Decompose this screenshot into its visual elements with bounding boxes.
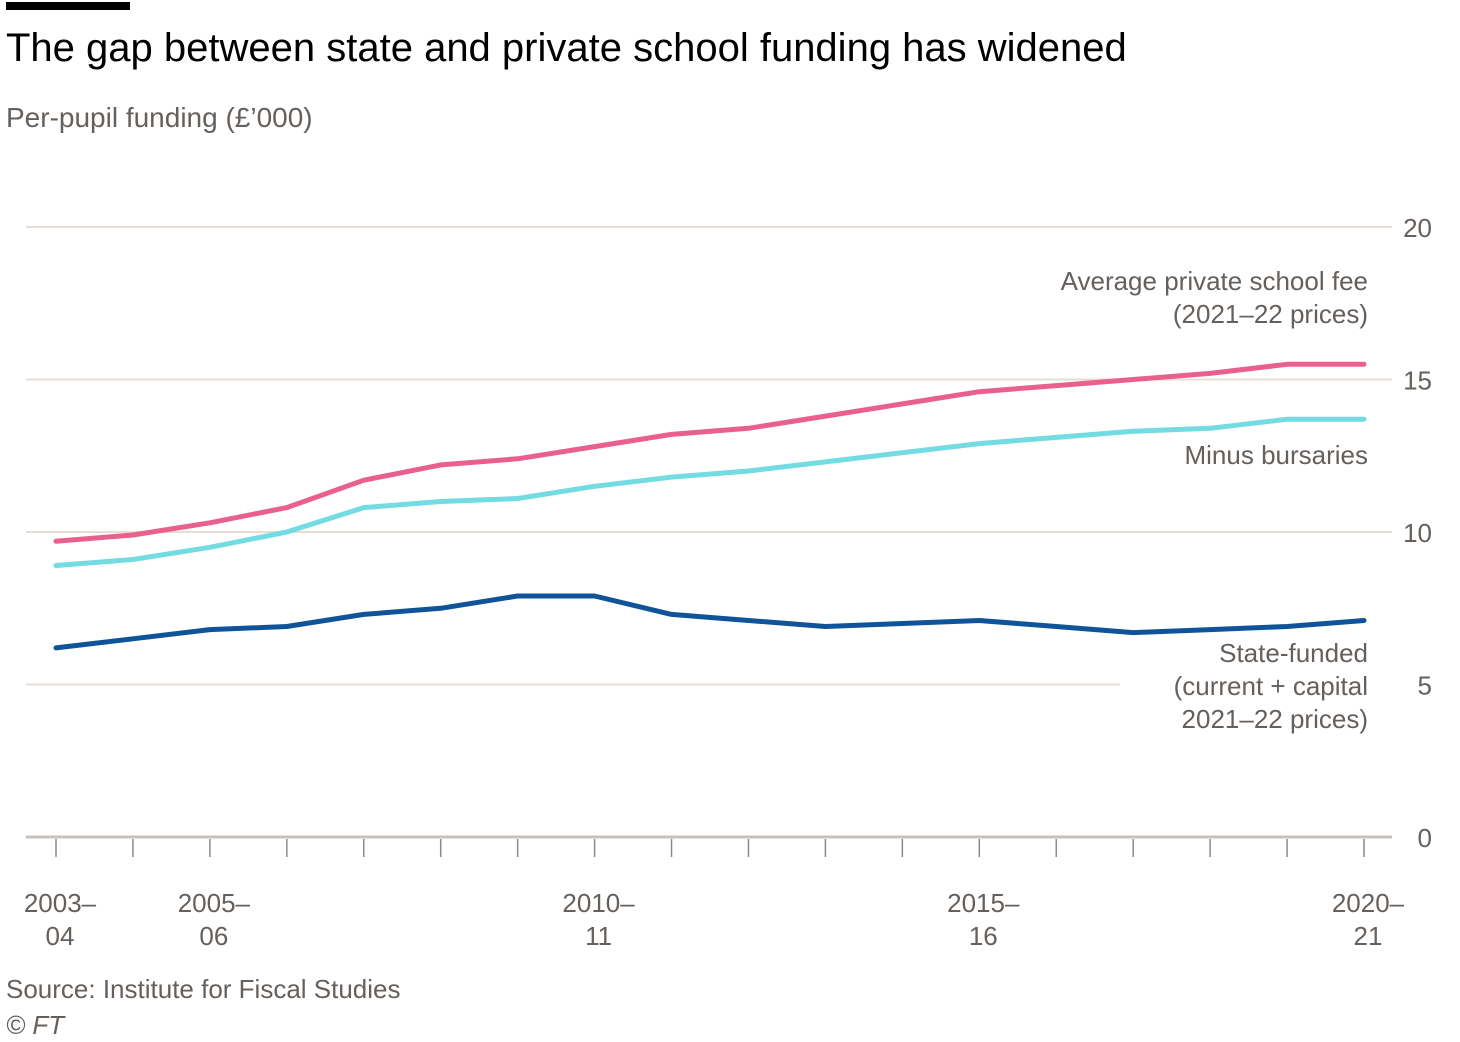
data-point-series-2 (1207, 627, 1213, 632)
data-point-series-2 (823, 624, 828, 629)
x-tick-label-bottom: 06 (199, 921, 228, 951)
data-point-series-1 (515, 496, 520, 501)
x-tick-label-top: 2003– (24, 888, 97, 918)
series-label-0: (2021–22 prices) (1173, 299, 1368, 329)
data-point-series-2 (977, 618, 982, 623)
data-point-series-0 (1054, 383, 1059, 388)
x-tick-label-bottom: 04 (46, 921, 75, 951)
data-point-series-2 (53, 645, 59, 651)
series-label-2: 2021–22 prices) (1182, 704, 1368, 734)
series-line-0 (53, 361, 1367, 544)
data-point-series-2 (207, 627, 213, 632)
series-label-0: Average private school fee (1061, 266, 1368, 296)
data-point-series-2 (515, 593, 520, 599)
chart-title: The gap between state and private school… (6, 26, 1127, 70)
x-tick-label-top: 2010– (562, 888, 635, 918)
data-point-series-1 (130, 557, 136, 562)
x-tick-label-top: 2015– (947, 888, 1020, 918)
data-point-series-2 (130, 636, 136, 641)
series-line-2 (53, 593, 1367, 651)
x-tick-label-top: 2005– (178, 888, 251, 918)
data-point-series-1 (1361, 416, 1367, 422)
data-point-series-1 (669, 474, 674, 480)
data-point-series-1 (438, 499, 443, 504)
data-point-series-0 (130, 532, 136, 538)
series-label-2: (current + capital (1174, 671, 1368, 701)
data-point-series-2 (438, 606, 443, 611)
data-point-series-0 (53, 538, 59, 544)
header-accent-bar (6, 2, 130, 10)
data-point-series-0 (900, 401, 905, 407)
copyright-note: © FT (6, 1010, 65, 1040)
chart-subtitle: Per-pupil funding (£’000) (6, 102, 313, 133)
data-point-series-0 (438, 462, 443, 468)
data-point-series-1 (1284, 416, 1290, 422)
data-point-series-1 (900, 450, 905, 455)
data-point-series-1 (1130, 429, 1136, 434)
data-point-series-2 (361, 612, 366, 617)
data-point-series-2 (1054, 624, 1059, 629)
data-point-series-1 (1207, 426, 1213, 431)
data-point-series-0 (823, 413, 828, 419)
data-point-series-2 (1284, 624, 1290, 629)
data-point-series-0 (207, 520, 213, 526)
data-point-series-1 (53, 563, 59, 568)
data-point-series-0 (1207, 371, 1213, 376)
y-tick-label-10: 10 (1403, 518, 1432, 548)
data-point-series-2 (1361, 618, 1367, 623)
data-point-series-0 (669, 432, 674, 437)
data-point-series-0 (1130, 377, 1136, 382)
y-tick-label-20: 20 (1403, 213, 1432, 243)
x-tick-label-bottom: 21 (1354, 921, 1383, 951)
data-point-series-0 (515, 456, 520, 461)
series-label-2: State-funded (1219, 638, 1368, 668)
data-point-series-1 (361, 505, 366, 510)
data-point-series-1 (823, 459, 828, 465)
data-point-series-2 (284, 624, 290, 629)
data-point-series-0 (746, 426, 751, 431)
data-point-series-0 (284, 505, 290, 510)
data-point-series-0 (1284, 362, 1290, 367)
x-tick-label-top: 2020– (1332, 888, 1405, 918)
x-tick-label-bottom: 16 (969, 921, 998, 951)
data-point-series-1 (207, 545, 213, 550)
data-point-series-0 (1361, 362, 1367, 367)
data-point-series-1 (284, 529, 290, 535)
data-point-series-0 (977, 389, 982, 394)
y-tick-label-0: 0 (1418, 823, 1432, 853)
data-point-series-1 (746, 468, 751, 474)
data-point-series-1 (592, 484, 597, 489)
series-line-1 (53, 416, 1367, 568)
data-point-series-2 (746, 618, 751, 623)
data-point-series-1 (1054, 435, 1059, 440)
data-point-series-2 (669, 612, 674, 617)
series-label-1: Minus bursaries (1184, 440, 1368, 470)
data-point-series-2 (592, 593, 597, 599)
y-tick-label-15: 15 (1403, 366, 1432, 396)
data-point-series-1 (977, 441, 982, 446)
data-point-series-2 (900, 621, 905, 626)
data-point-series-0 (361, 477, 366, 483)
data-point-series-2 (1130, 630, 1136, 635)
source-note: Source: Institute for Fiscal Studies (6, 974, 401, 1004)
y-tick-label-5: 5 (1418, 671, 1432, 701)
data-point-series-0 (592, 444, 597, 449)
x-tick-label-bottom: 11 (585, 921, 612, 951)
